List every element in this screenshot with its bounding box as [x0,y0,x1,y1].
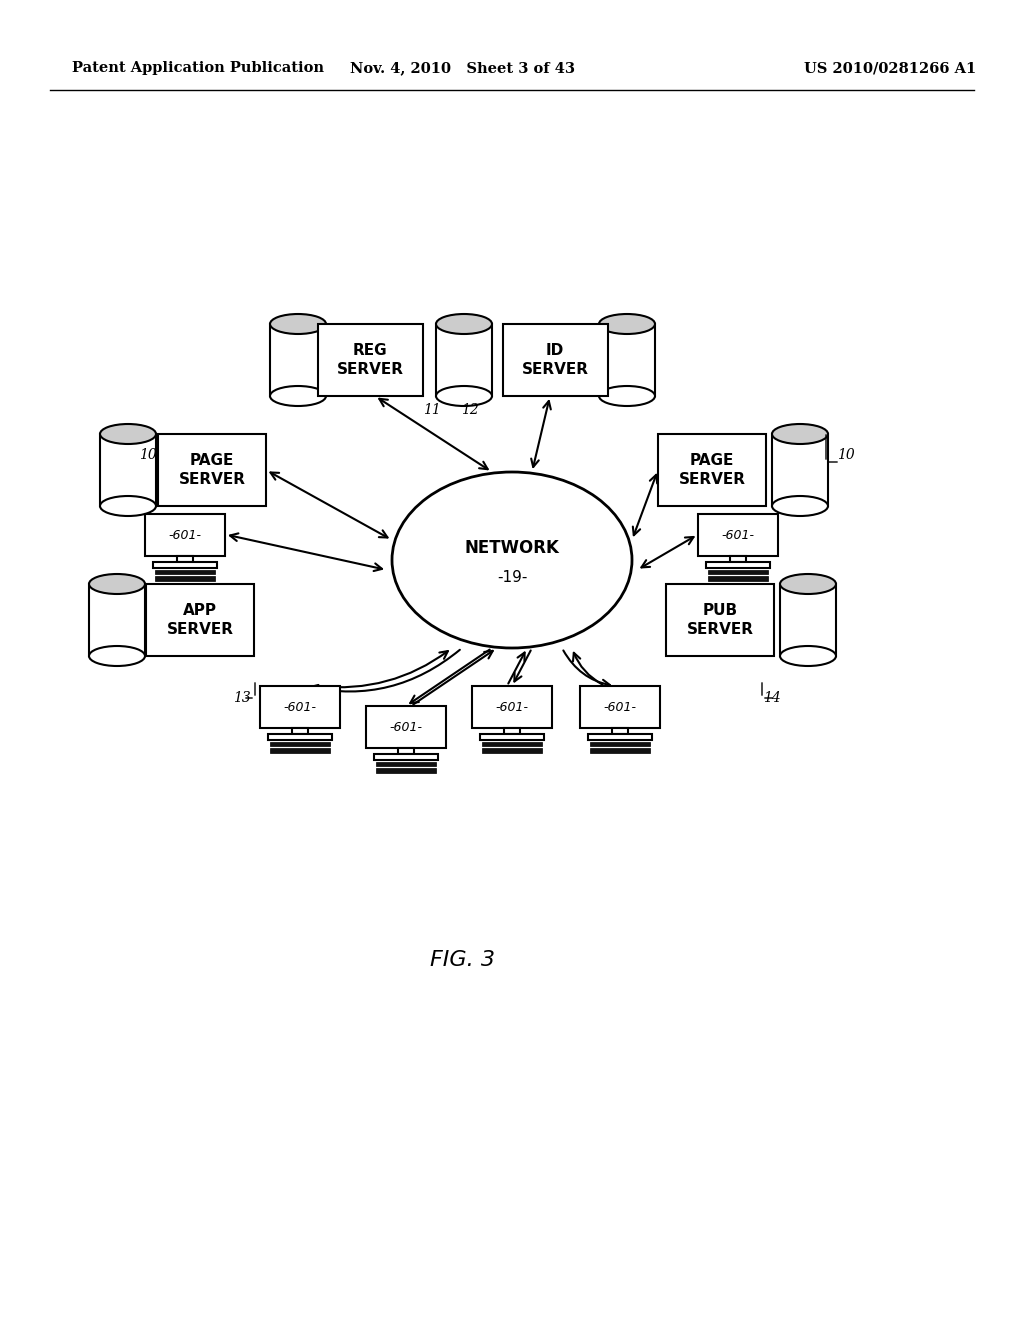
FancyBboxPatch shape [260,686,340,729]
Polygon shape [730,556,746,561]
FancyBboxPatch shape [482,748,542,752]
Ellipse shape [599,314,655,334]
FancyBboxPatch shape [666,583,774,656]
Text: US 2010/0281266 A1: US 2010/0281266 A1 [804,61,976,75]
FancyBboxPatch shape [698,513,778,556]
Ellipse shape [772,496,828,516]
Ellipse shape [270,314,326,334]
FancyBboxPatch shape [580,686,660,729]
FancyBboxPatch shape [482,742,542,746]
Polygon shape [270,323,326,396]
Text: FIG. 3: FIG. 3 [429,950,495,970]
Text: -601-: -601- [389,721,423,734]
Text: Patent Application Publication: Patent Application Publication [72,61,324,75]
Ellipse shape [89,574,145,594]
Text: 14: 14 [763,690,781,705]
Ellipse shape [392,473,632,648]
Polygon shape [89,583,145,656]
Text: -601-: -601- [169,528,202,541]
Ellipse shape [772,424,828,444]
Ellipse shape [100,424,156,444]
FancyBboxPatch shape [317,323,423,396]
FancyBboxPatch shape [503,323,607,396]
Text: REG
SERVER: REG SERVER [337,343,403,378]
Text: 13: 13 [233,690,251,705]
Polygon shape [772,434,828,506]
Text: 12: 12 [461,403,479,417]
FancyBboxPatch shape [158,434,266,506]
Text: -601-: -601- [603,701,637,714]
Ellipse shape [780,574,836,594]
FancyBboxPatch shape [376,768,436,772]
Ellipse shape [89,645,145,667]
Text: -601-: -601- [284,701,316,714]
FancyBboxPatch shape [706,561,770,569]
Polygon shape [100,434,156,506]
Polygon shape [177,556,193,561]
FancyBboxPatch shape [145,513,225,556]
Text: -19-: -19- [497,570,527,586]
Polygon shape [612,729,628,734]
FancyBboxPatch shape [366,706,446,748]
Text: Nov. 4, 2010   Sheet 3 of 43: Nov. 4, 2010 Sheet 3 of 43 [349,61,574,75]
Polygon shape [292,729,308,734]
Ellipse shape [599,385,655,407]
Text: 10: 10 [139,447,157,462]
Polygon shape [599,323,655,396]
FancyBboxPatch shape [268,734,332,741]
FancyBboxPatch shape [270,748,330,752]
Polygon shape [780,583,836,656]
FancyBboxPatch shape [376,762,436,766]
FancyBboxPatch shape [146,583,254,656]
Text: 11: 11 [423,403,441,417]
Ellipse shape [270,385,326,407]
FancyBboxPatch shape [472,686,552,729]
Ellipse shape [100,496,156,516]
Text: -601-: -601- [722,528,755,541]
Text: NETWORK: NETWORK [465,539,559,557]
FancyBboxPatch shape [153,561,217,569]
Text: 10: 10 [838,447,855,462]
Polygon shape [398,748,414,754]
Text: PUB
SERVER: PUB SERVER [686,603,754,638]
FancyBboxPatch shape [480,734,544,741]
FancyBboxPatch shape [708,570,768,574]
Text: APP
SERVER: APP SERVER [167,603,233,638]
FancyBboxPatch shape [155,577,215,581]
Text: PAGE
SERVER: PAGE SERVER [178,453,246,487]
FancyBboxPatch shape [588,734,652,741]
Text: -601-: -601- [496,701,528,714]
Ellipse shape [436,385,492,407]
Text: PAGE
SERVER: PAGE SERVER [679,453,745,487]
FancyBboxPatch shape [708,577,768,581]
Ellipse shape [780,645,836,667]
FancyBboxPatch shape [590,742,650,746]
Ellipse shape [436,314,492,334]
FancyBboxPatch shape [658,434,766,506]
FancyBboxPatch shape [590,748,650,752]
Polygon shape [504,729,520,734]
FancyBboxPatch shape [374,754,438,760]
FancyBboxPatch shape [155,570,215,574]
FancyBboxPatch shape [270,742,330,746]
Text: ID
SERVER: ID SERVER [521,343,589,378]
Polygon shape [436,323,492,396]
